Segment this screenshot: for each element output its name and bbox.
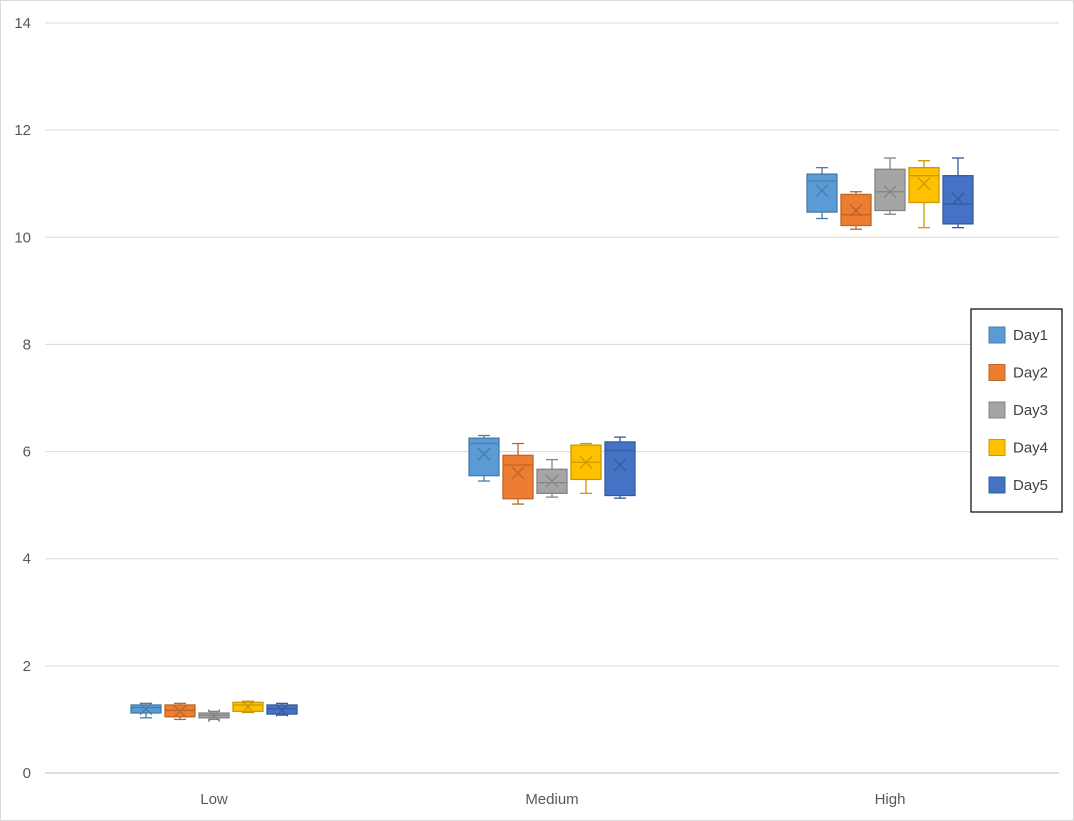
box-rect [468, 437, 500, 477]
box [806, 166, 838, 220]
mean-marker [545, 474, 559, 488]
y-tick-label: 2 [23, 658, 31, 675]
box [468, 434, 500, 482]
y-tick-label: 0 [23, 765, 31, 782]
legend-swatch [988, 439, 1006, 456]
mean-marker [815, 184, 829, 198]
y-tick-label: 8 [23, 336, 31, 353]
legend-label: Day2 [1013, 365, 1048, 382]
box [840, 191, 872, 230]
mean-marker [477, 447, 491, 461]
box-rect [806, 173, 838, 213]
y-tick-label: 4 [23, 551, 31, 568]
legend-swatch [988, 364, 1006, 381]
box-rect [874, 168, 906, 212]
mean-marker [613, 458, 627, 472]
mean-marker [849, 204, 863, 217]
box [536, 458, 568, 498]
mean-marker [173, 704, 187, 718]
series-day1 [130, 166, 838, 719]
box [908, 160, 940, 229]
series-day2 [164, 191, 872, 721]
y-tick-label: 6 [23, 444, 31, 461]
x-tick-label: Low [200, 791, 228, 808]
box-rect [502, 454, 534, 500]
legend-item: Day1 [988, 326, 1048, 344]
y-axis-tick-labels: 0 2 4 6 8 10 12 14 [14, 15, 31, 782]
box [570, 442, 602, 495]
mean-marker [511, 466, 525, 480]
legend: Day1 Day2 Day3 Day4 Day5 [970, 308, 1063, 513]
legend-item: Day2 [988, 364, 1048, 382]
series-day5 [266, 157, 974, 717]
y-tick-label: 12 [14, 122, 31, 139]
x-tick-label: High [875, 791, 906, 808]
legend-item: Day5 [988, 476, 1048, 494]
legend-swatch [988, 476, 1006, 494]
legend-label: Day1 [1013, 327, 1048, 344]
y-tick-label: 10 [14, 229, 31, 246]
legend-label: Day5 [1013, 477, 1048, 494]
box [232, 700, 264, 714]
box [164, 702, 196, 721]
box [502, 442, 534, 505]
legend-item: Day3 [988, 401, 1048, 419]
series-day3 [198, 157, 906, 723]
x-tick-label: Medium [525, 791, 578, 808]
mean-marker [579, 455, 593, 469]
legend-item: Day4 [988, 439, 1048, 457]
mean-marker [883, 185, 897, 199]
legend-swatch [988, 326, 1006, 344]
legend-box [970, 308, 1063, 513]
series-day4 [232, 160, 940, 714]
mean-marker [139, 702, 153, 716]
box [130, 702, 162, 719]
box [604, 436, 636, 499]
box-series [130, 157, 974, 723]
legend-swatch [988, 401, 1006, 419]
box-rect [942, 175, 974, 225]
box [942, 157, 974, 229]
box [874, 157, 906, 215]
legend-label: Day3 [1013, 402, 1048, 419]
gridlines [45, 22, 1059, 774]
box [198, 709, 230, 723]
mean-marker [951, 192, 965, 206]
box-rect [908, 166, 940, 204]
mean-marker [207, 709, 221, 723]
mean-marker [275, 703, 289, 717]
box [266, 702, 298, 717]
legend-label: Day4 [1013, 440, 1048, 457]
mean-marker [241, 700, 255, 714]
y-tick-label: 14 [14, 15, 31, 32]
mean-marker [917, 177, 931, 191]
x-axis-tick-labels: Low Medium High [200, 791, 905, 808]
